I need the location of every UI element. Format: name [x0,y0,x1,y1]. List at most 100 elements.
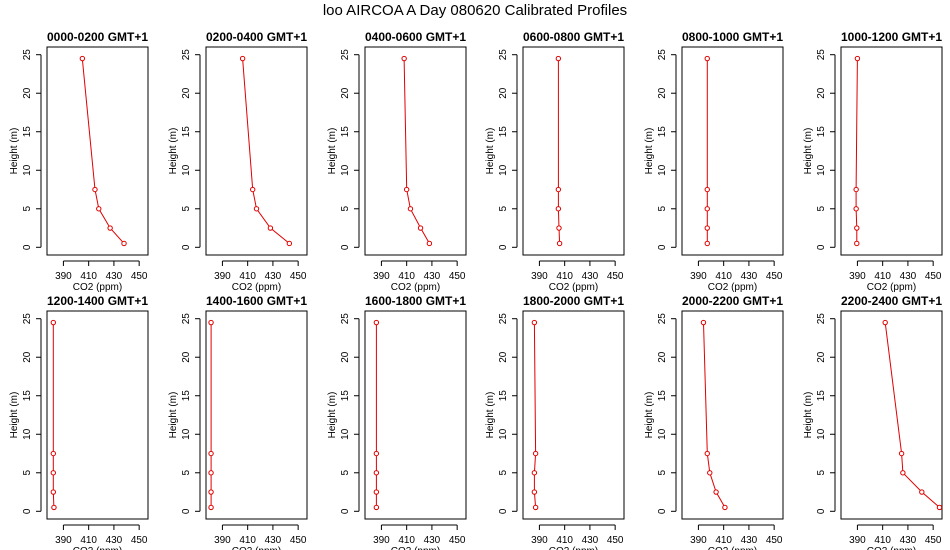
data-point [50,319,57,326]
data-point [50,450,57,457]
y-axis-label: Height (m) [168,128,179,175]
profile-panel: 0200-0400 GMT+1 390 410 430 450 CO2 (ppm) 0 5 10… [168,30,308,293]
x-tick-label: 410 [715,271,732,282]
data-point [417,225,424,231]
x-tick-label: 450 [925,271,942,282]
data-point [900,470,906,476]
y-axis-label: Height (m) [9,128,20,175]
x-tick-label: 410 [556,535,573,546]
profile-line [52,322,55,508]
x-tick-label: 390 [373,535,390,546]
y-tick-label: 25 [340,49,351,61]
profile-panel: 1600-1800 GMT+1 390 410 430 450 CO2 (ppm) 0 5 10… [327,294,467,550]
profile-line [81,58,125,244]
x-tick-label: 450 [766,271,783,282]
y-tick-label: 20 [816,87,827,99]
plot-frame [840,310,943,520]
x-tick-label: 390 [214,535,231,546]
data-point [250,186,256,193]
y-tick-label: 0 [498,244,509,250]
data-point [704,206,710,212]
panel-title: 0400-0600 GMT+1 [365,30,466,44]
data-point [239,55,246,62]
y-axis-label: Height (m) [803,392,814,439]
y-tick-label: 5 [181,206,192,212]
y-tick-label: 15 [181,390,192,402]
data-point [919,489,925,495]
data-point [208,319,214,326]
x-axis-label: CO2 (ppm) [867,546,916,550]
data-point [373,489,380,495]
profile-line [533,322,537,508]
data-point [107,225,113,231]
x-tick-label: 390 [849,271,866,282]
plot-frame [46,46,149,256]
plot-frame [364,310,467,520]
data-point [373,504,380,511]
data-point [373,319,380,326]
y-tick-label: 20 [657,351,668,363]
data-point [704,450,710,457]
data-point [555,55,562,62]
y-axis-label: Height (m) [327,392,338,439]
y-axis-label: Height (m) [485,128,496,175]
y-tick-label: 10 [340,428,351,440]
y-tick-label: 20 [22,87,33,99]
y-tick-label: 10 [22,428,33,440]
y-tick-label: 20 [340,351,351,363]
x-axis-label: CO2 (ppm) [391,282,440,293]
data-point [208,489,214,495]
y-tick-label: 5 [498,470,509,476]
x-tick-label: 390 [531,271,548,282]
profile-panel: 1800-2000 GMT+1 390 410 430 450 CO2 (ppm) 0 5 10… [485,294,625,550]
y-tick-label: 0 [816,508,827,514]
x-tick-label: 390 [531,535,548,546]
x-tick-label: 410 [556,271,573,282]
y-tick-label: 5 [657,206,668,212]
plot-frame [522,46,625,256]
y-tick-label: 0 [340,508,351,514]
y-axis-label: Height (m) [485,392,496,439]
x-tick-label: 450 [290,535,307,546]
y-tick-label: 5 [816,470,827,476]
y-tick-label: 25 [498,313,509,325]
x-tick-label: 410 [239,535,256,546]
y-tick-label: 10 [816,428,827,440]
plot-frame [205,46,308,256]
x-tick-label: 430 [424,535,441,546]
y-tick-label: 20 [816,351,827,363]
y-tick-label: 0 [22,244,33,250]
y-tick-label: 5 [181,470,192,476]
x-tick-label: 410 [80,271,97,282]
x-tick-label: 390 [55,271,72,282]
y-tick-label: 25 [816,313,827,325]
y-tick-label: 15 [340,126,351,138]
plot-frame [522,310,625,520]
x-tick-label: 410 [398,271,415,282]
y-tick-label: 0 [181,244,192,250]
data-point [50,470,57,476]
panel-title: 0200-0400 GMT+1 [206,30,307,44]
y-tick-label: 25 [181,49,192,61]
plot-frame [46,310,149,520]
x-tick-label: 390 [690,271,707,282]
panel-title: 2200-2400 GMT+1 [841,294,942,308]
profile-panel: 2200-2400 GMT+1 390 410 430 450 CO2 (ppm) 0 5 10… [803,294,943,550]
y-tick-label: 15 [22,390,33,402]
y-tick-label: 10 [816,164,827,176]
profile-line [884,322,940,508]
x-tick-label: 390 [55,535,72,546]
panel-title: 1800-2000 GMT+1 [523,294,624,308]
y-tick-label: 15 [657,390,668,402]
y-tick-label: 0 [657,508,668,514]
y-tick-label: 20 [498,87,509,99]
profile-line [855,58,858,244]
y-axis-label: Height (m) [644,128,655,175]
x-axis-label: CO2 (ppm) [549,546,598,550]
y-axis-label: Height (m) [168,392,179,439]
data-point [267,225,274,231]
data-point [556,225,562,231]
plot-frame [840,46,943,256]
data-point [556,240,563,247]
x-tick-label: 430 [106,271,123,282]
